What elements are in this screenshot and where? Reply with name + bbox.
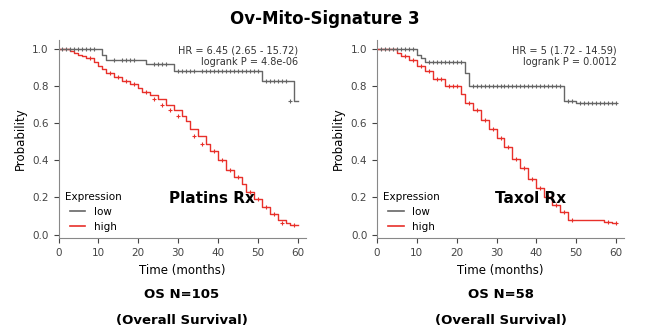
Text: OS N=105: OS N=105 — [144, 288, 220, 301]
Legend: low, high: low, high — [62, 189, 125, 235]
Text: Ov-Mito-Signature 3: Ov-Mito-Signature 3 — [230, 10, 420, 28]
Text: (Overall Survival): (Overall Survival) — [116, 314, 248, 327]
Text: OS N=58: OS N=58 — [467, 288, 534, 301]
Text: HR = 5 (1.72 - 14.59)
logrank P = 0.0012: HR = 5 (1.72 - 14.59) logrank P = 0.0012 — [512, 46, 617, 67]
Legend: low, high: low, high — [380, 189, 443, 235]
X-axis label: Time (months): Time (months) — [457, 263, 544, 277]
Y-axis label: Probability: Probability — [14, 108, 27, 170]
Text: (Overall Survival): (Overall Survival) — [435, 314, 566, 327]
Text: HR = 6.45 (2.65 - 15.72)
logrank P = 4.8e-06: HR = 6.45 (2.65 - 15.72) logrank P = 4.8… — [178, 46, 298, 67]
Y-axis label: Probability: Probability — [332, 108, 345, 170]
X-axis label: Time (months): Time (months) — [138, 263, 226, 277]
Text: Taxol Rx: Taxol Rx — [495, 191, 566, 206]
Text: Platins Rx: Platins Rx — [169, 191, 255, 206]
